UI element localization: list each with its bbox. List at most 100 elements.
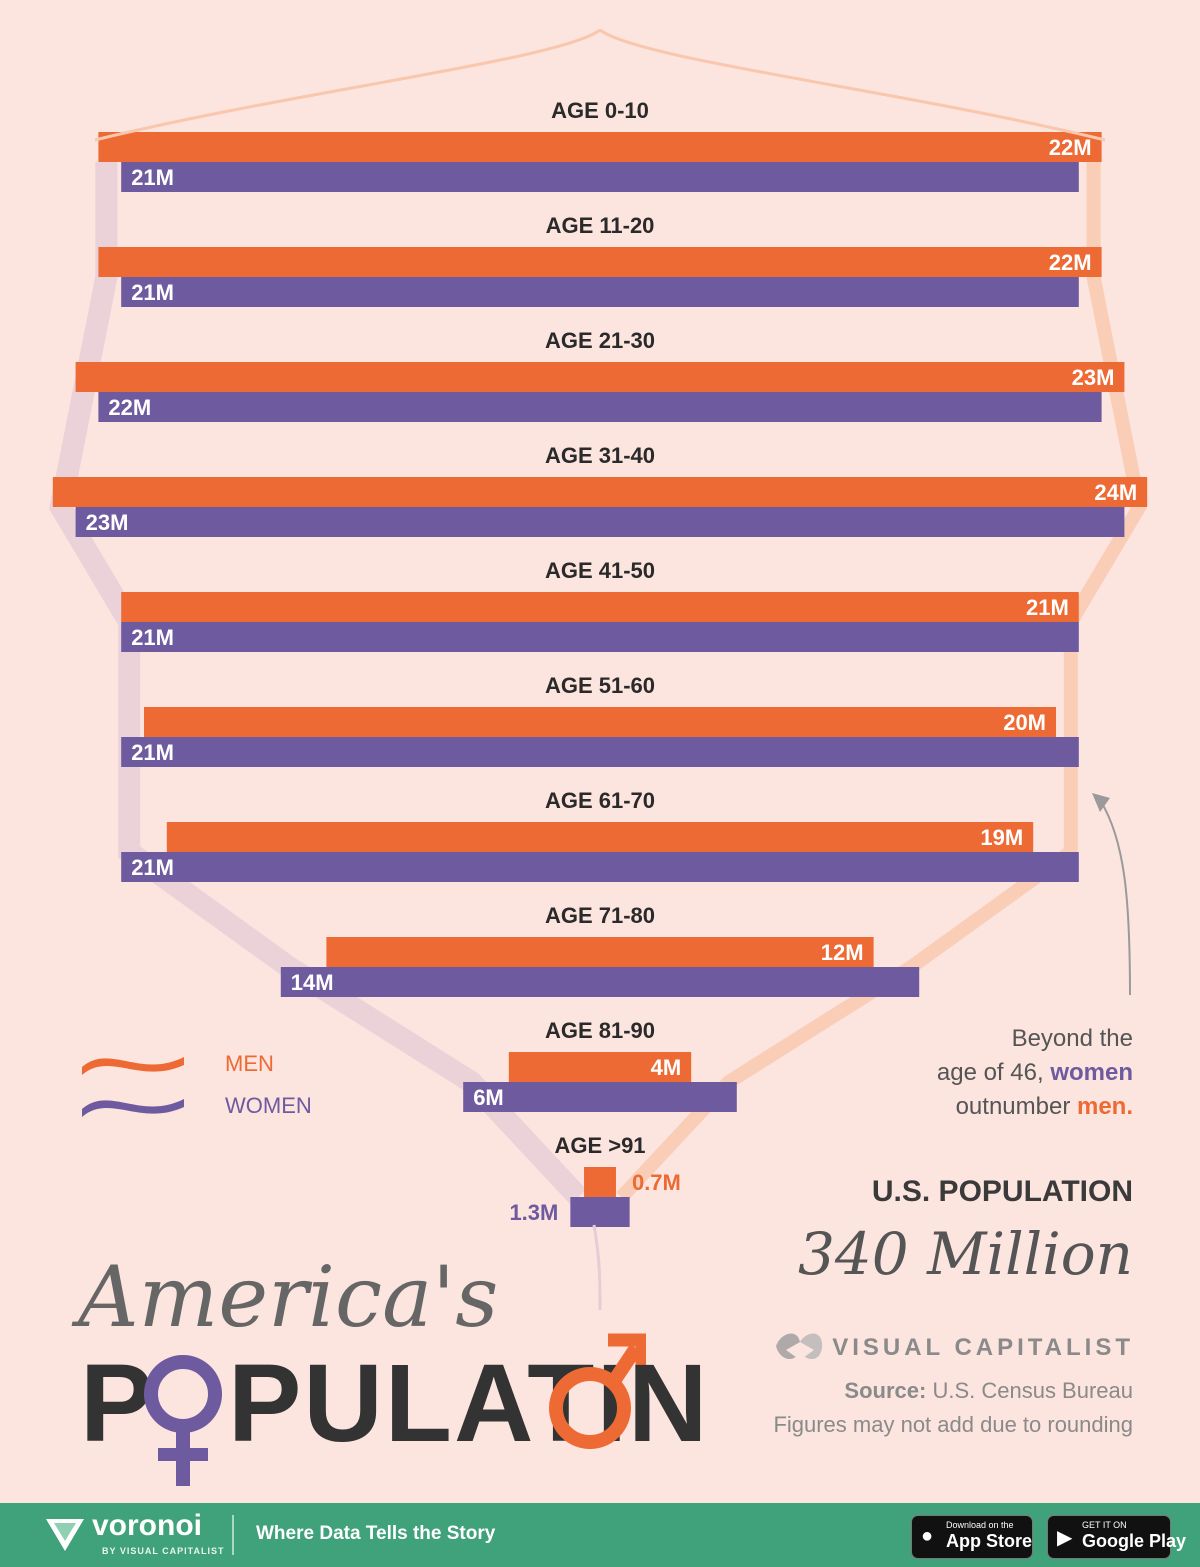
age-label: AGE 61-70 xyxy=(545,788,655,813)
visual-capitalist-name: VISUAL CAPITALIST xyxy=(832,1334,1134,1361)
annotation-line3-text: outnumber xyxy=(955,1093,1077,1120)
age-label: AGE >91 xyxy=(554,1133,645,1158)
legend-men-label: MEN xyxy=(225,1051,274,1076)
women-value-label: 14M xyxy=(291,970,334,995)
women-bar xyxy=(121,162,1079,192)
female-symbol-icon xyxy=(144,1355,222,1486)
google-play-label: Google Play xyxy=(1082,1531,1187,1551)
men-bar xyxy=(98,132,1102,162)
rounding-note: Figures may not add due to rounding xyxy=(773,1412,1133,1437)
legend-women-label: WOMEN xyxy=(225,1093,312,1118)
men-bar xyxy=(508,1052,692,1082)
men-bar xyxy=(166,822,1034,852)
source-label: Source: xyxy=(844,1378,927,1403)
men-value-label: 4M xyxy=(651,1055,682,1080)
age-label: AGE 81-90 xyxy=(545,1018,655,1043)
male-symbol-icon xyxy=(549,1333,646,1449)
women-bar xyxy=(121,622,1079,652)
age-label: AGE 51-60 xyxy=(545,673,655,698)
men-value-label: 22M xyxy=(1049,250,1092,275)
men-bar xyxy=(75,362,1125,392)
men-value-label: 23M xyxy=(1072,365,1115,390)
app-store-small: Download on the xyxy=(946,1520,1014,1530)
women-value-label: 22M xyxy=(108,395,151,420)
title-line1: America's xyxy=(78,1248,499,1346)
men-bar xyxy=(121,592,1079,622)
voronoi-logo-icon xyxy=(46,1519,84,1551)
women-value-label: 21M xyxy=(131,740,174,765)
age-label: AGE 41-50 xyxy=(545,558,655,583)
women-value-label: 6M xyxy=(473,1085,504,1110)
footer-tagline: Where Data Tells the Story xyxy=(256,1523,496,1544)
women-bar xyxy=(98,392,1102,422)
annotation-line1: Beyond the xyxy=(1011,1025,1133,1052)
visual-capitalist-logo-icon xyxy=(776,1333,823,1360)
men-flow-band xyxy=(616,162,1147,1202)
footer: voronoi BY VISUAL CAPITALIST Where Data … xyxy=(0,1503,1200,1567)
annotation: Beyond the age of 46, women outnumber me… xyxy=(873,1022,1133,1124)
age-label: AGE 0-10 xyxy=(551,98,649,123)
legend-women: WOMEN xyxy=(80,1087,320,1127)
annotation-arrow xyxy=(1099,799,1131,996)
women-value-label: 23M xyxy=(86,510,129,535)
visual-capitalist-brand: VISUAL CAPITALIST xyxy=(772,1326,1134,1372)
legend-men: MEN xyxy=(80,1045,320,1085)
women-value-label: 1.3M xyxy=(509,1200,558,1225)
women-flow-band xyxy=(49,162,587,1205)
women-bar xyxy=(570,1197,630,1227)
women-bar xyxy=(121,852,1079,882)
source: Source: U.S. Census Bureau xyxy=(844,1378,1133,1404)
annotation-line2: age of 46, women xyxy=(873,1056,1133,1090)
bottom-flow-line xyxy=(592,1224,602,1311)
population-title: U.S. POPULATION xyxy=(871,1175,1133,1208)
population-chart: AGE 0-10 22M 21M AGE 11-20 22M 21M AGE 21-30 23… xyxy=(49,28,1148,1311)
men-bar xyxy=(144,707,1056,737)
women-bar xyxy=(121,277,1079,307)
annotation-line3: outnumber men. xyxy=(873,1090,1133,1124)
footer-brand-sub: BY VISUAL CAPITALIST xyxy=(102,1546,225,1556)
app-store-label: App Store xyxy=(946,1531,1033,1551)
play-icon: ▶ xyxy=(1057,1527,1073,1549)
age-label: AGE 11-20 xyxy=(546,213,655,238)
top-flow-line-right xyxy=(599,28,1106,142)
men-value-label: 12M xyxy=(821,940,864,965)
women-bar xyxy=(75,507,1125,537)
men-wave-icon xyxy=(82,1057,184,1075)
men-bar xyxy=(98,247,1102,277)
men-value-label: 21M xyxy=(1026,595,1069,620)
men-value-label: 22M xyxy=(1049,135,1092,160)
title-letter-n: N xyxy=(628,1342,710,1465)
men-value-label: 19M xyxy=(980,825,1023,850)
women-wave-icon xyxy=(82,1099,184,1117)
men-bar xyxy=(326,937,874,967)
age-label: AGE 21-30 xyxy=(545,328,655,353)
population-value: 340 Million xyxy=(797,1220,1133,1288)
app-store-button[interactable]: ● Download on the App Store xyxy=(911,1515,1033,1559)
annotation-line2-text: age of 46, xyxy=(936,1059,1051,1086)
age-label: AGE 31-40 xyxy=(545,443,655,468)
men-bar xyxy=(52,477,1148,507)
annotation-women: women xyxy=(1050,1059,1133,1086)
footer-separator xyxy=(232,1515,234,1555)
men-value-label: 0.7M xyxy=(632,1170,681,1195)
women-value-label: 21M xyxy=(131,855,174,880)
women-value-label: 21M xyxy=(131,280,174,305)
women-bar xyxy=(463,1082,737,1112)
men-bar xyxy=(584,1167,616,1197)
men-value-label: 20M xyxy=(1003,710,1046,735)
apple-icon: ● xyxy=(921,1525,934,1547)
title-letter-p: P xyxy=(80,1342,156,1465)
footer-brand[interactable]: voronoi xyxy=(92,1509,202,1542)
women-value-label: 21M xyxy=(131,165,174,190)
age-label: AGE 71-80 xyxy=(545,903,655,928)
annotation-men: men. xyxy=(1076,1093,1133,1120)
top-flow-line-left xyxy=(94,28,601,142)
source-text: U.S. Census Bureau xyxy=(932,1378,1133,1403)
title-line2: P PULATI N xyxy=(80,1333,707,1490)
annotation-arrowhead xyxy=(1092,793,1110,812)
men-value-label: 24M xyxy=(1094,480,1137,505)
women-bar xyxy=(121,737,1079,767)
google-play-small: GET IT ON xyxy=(1082,1520,1127,1530)
google-play-button[interactable]: ▶ GET IT ON Google Play xyxy=(1047,1515,1186,1559)
women-value-label: 21M xyxy=(131,625,174,650)
